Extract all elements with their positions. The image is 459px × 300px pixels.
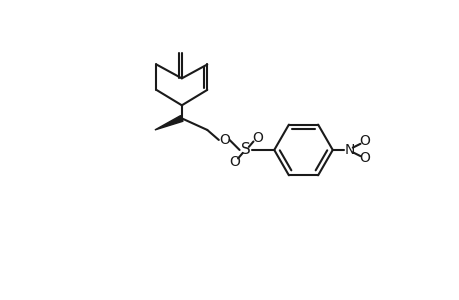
- Text: O: O: [358, 152, 369, 165]
- Text: N: N: [344, 143, 354, 157]
- Text: O: O: [252, 131, 262, 146]
- Text: S: S: [241, 142, 250, 158]
- Polygon shape: [155, 116, 183, 130]
- Text: O: O: [358, 134, 369, 148]
- Text: O: O: [228, 154, 239, 169]
- Text: O: O: [218, 133, 229, 147]
